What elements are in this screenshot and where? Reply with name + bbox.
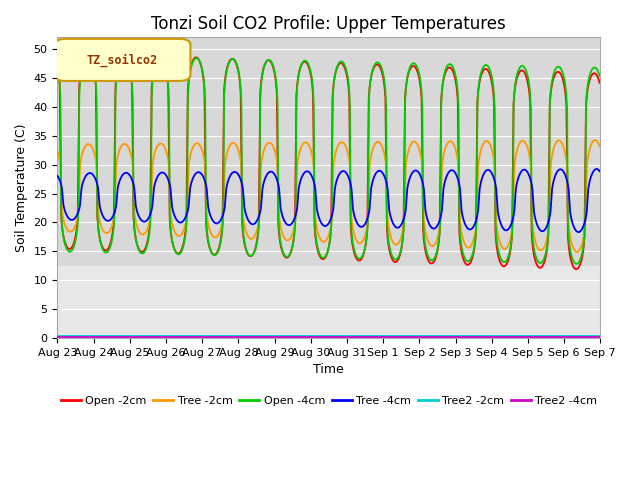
Text: TZ_soilco2: TZ_soilco2 <box>87 53 158 67</box>
Bar <box>58 266 600 338</box>
X-axis label: Time: Time <box>314 363 344 376</box>
Title: Tonzi Soil CO2 Profile: Upper Temperatures: Tonzi Soil CO2 Profile: Upper Temperatur… <box>152 15 506 33</box>
Legend: Open -2cm, Tree -2cm, Open -4cm, Tree -4cm, Tree2 -2cm, Tree2 -4cm: Open -2cm, Tree -2cm, Open -4cm, Tree -4… <box>56 392 602 411</box>
Y-axis label: Soil Temperature (C): Soil Temperature (C) <box>15 123 28 252</box>
FancyBboxPatch shape <box>54 39 191 81</box>
